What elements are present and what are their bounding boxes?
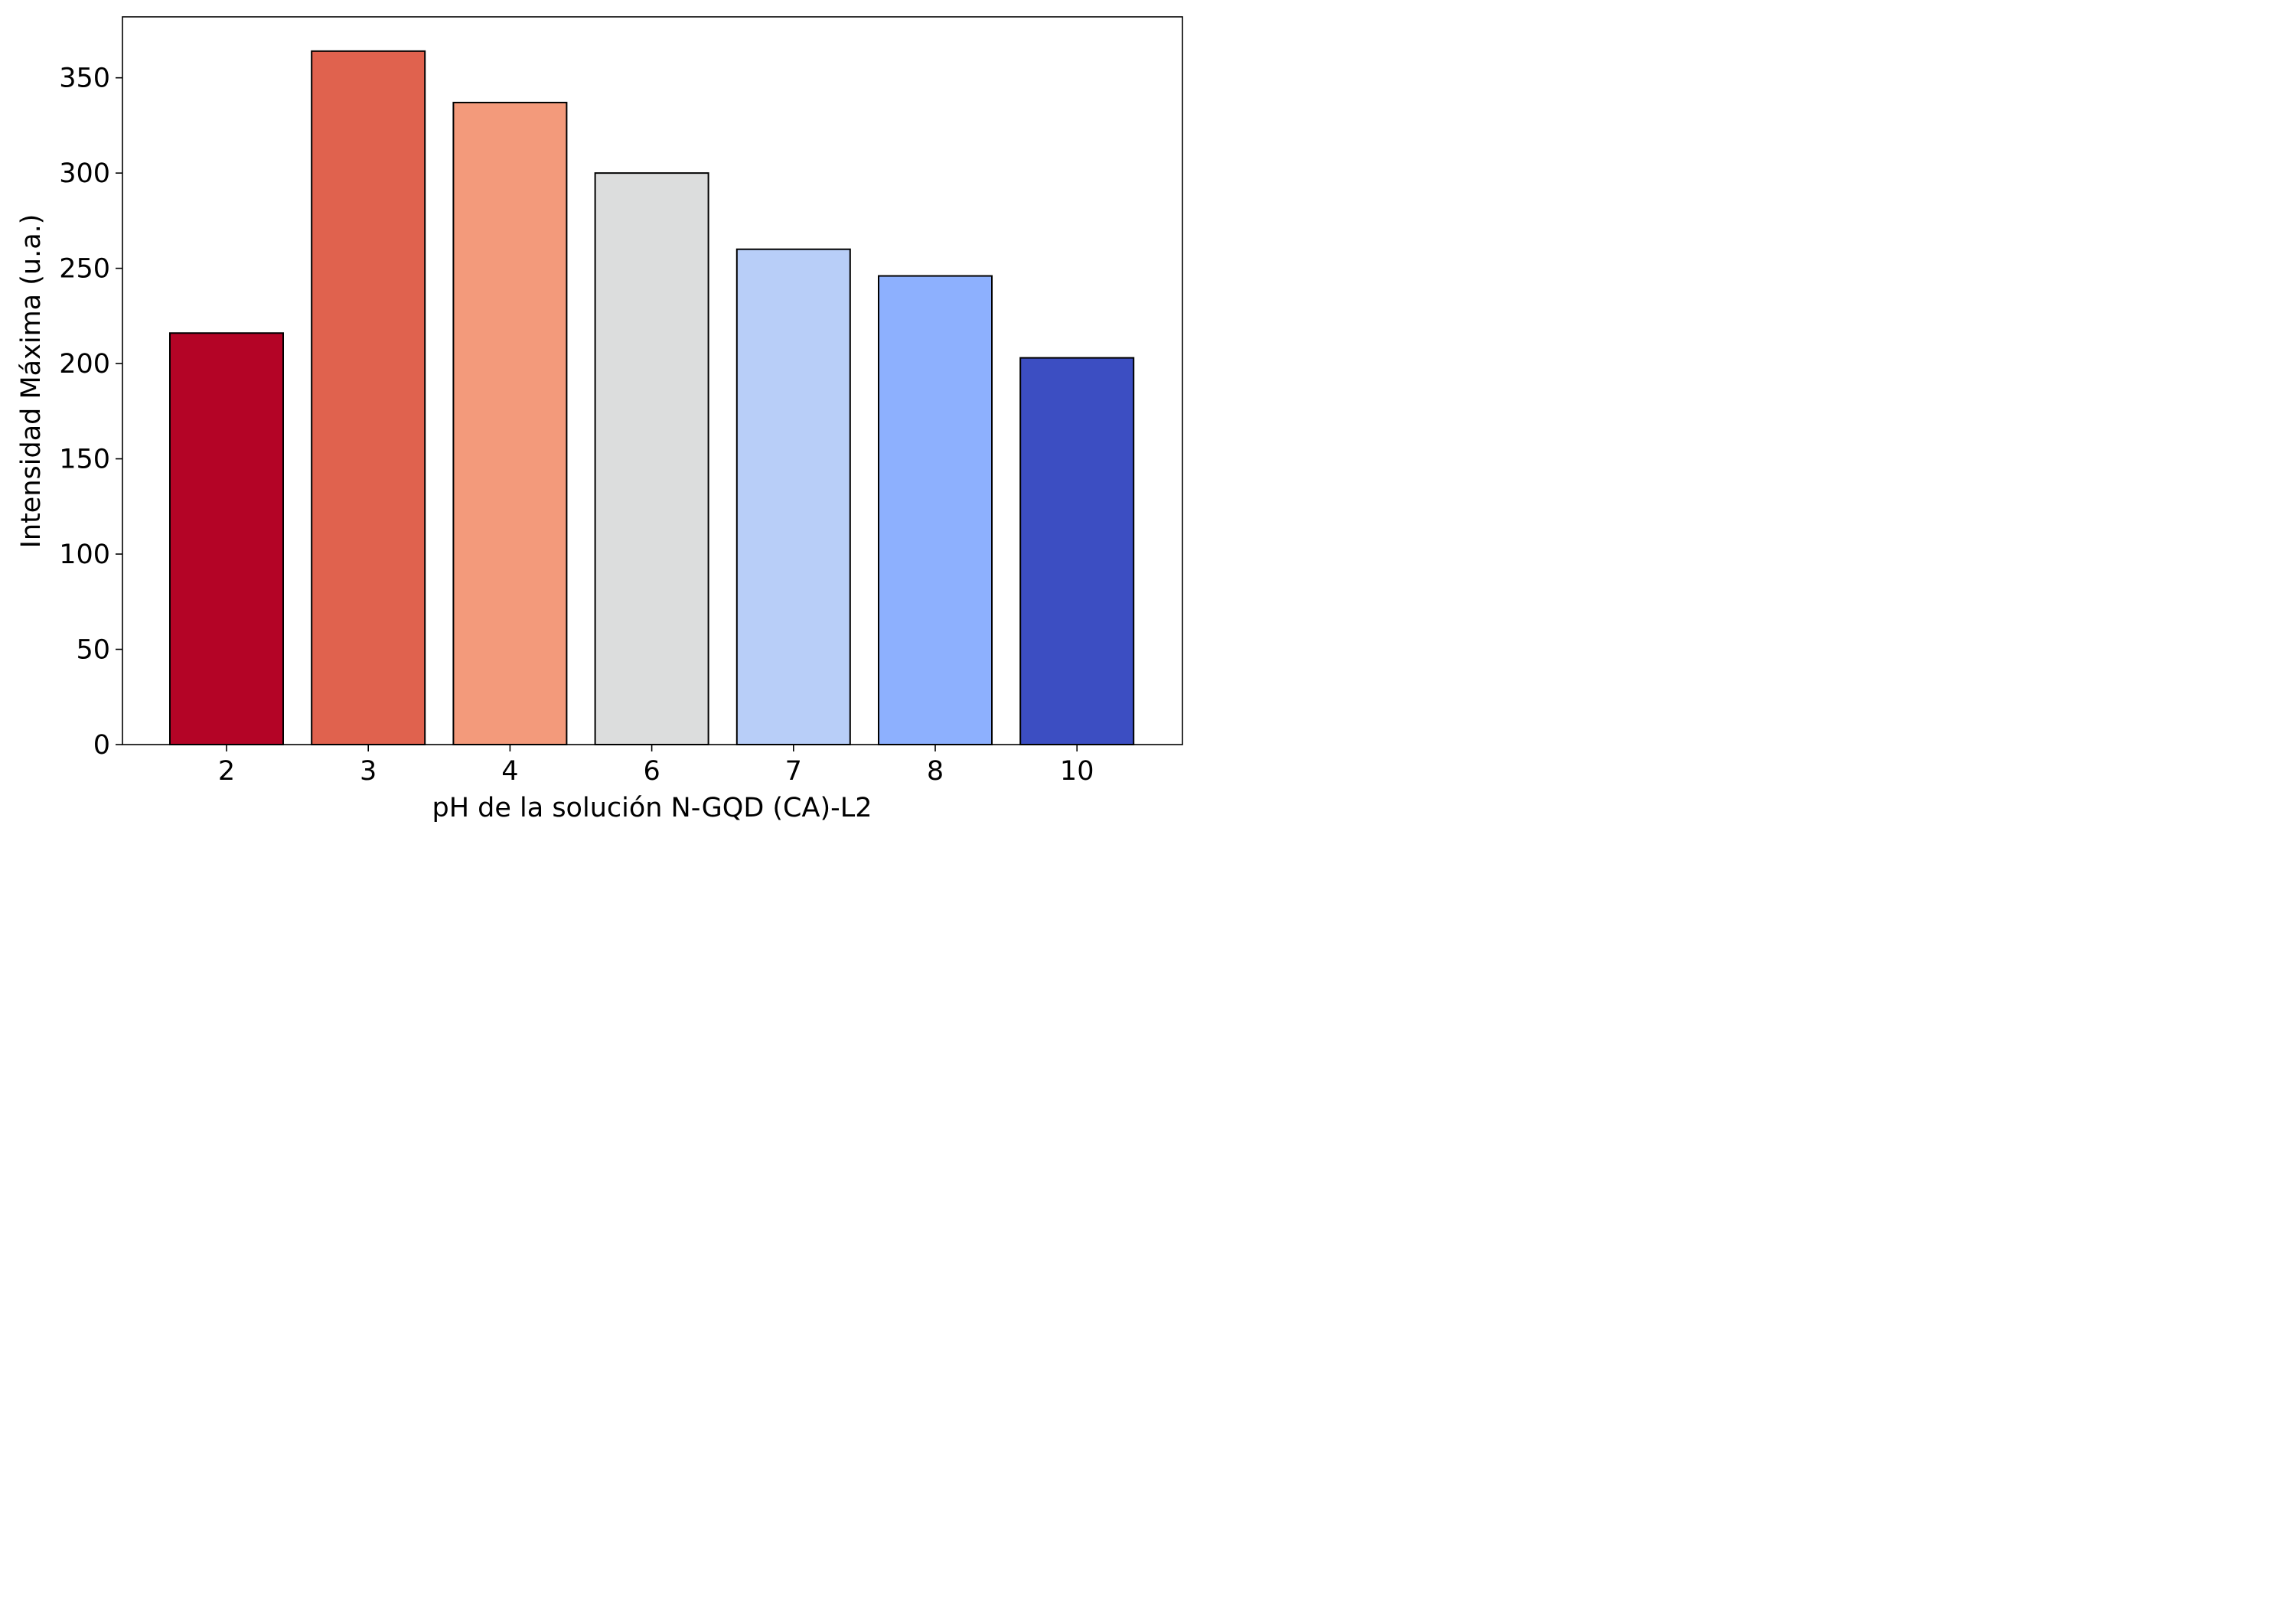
chart-container: 0 50 100 150 200 250 300 350 2 3 4 6 7 8 10 pH de la … — [0, 0, 1194, 843]
x-axis-title: pH de la solución N-GQD (CA)-L2 — [432, 793, 872, 823]
x-tick-label: 10 — [1060, 756, 1094, 787]
y-axis-title: Intensidad Máxima (u.a.) — [16, 214, 47, 549]
x-tick-label: 3 — [360, 756, 377, 787]
bar-ph-7 — [735, 248, 851, 745]
x-tick-label: 8 — [927, 756, 944, 787]
x-tick-label: 2 — [218, 756, 235, 787]
y-axis-ticks: 0 50 100 150 200 250 300 350 — [59, 64, 122, 761]
bar-ph-8 — [878, 275, 993, 745]
y-tick-label: 250 — [59, 254, 110, 285]
bars-layer — [169, 50, 1135, 745]
y-tick-label: 0 — [93, 730, 110, 761]
plot-frame — [122, 16, 1183, 745]
y-tick-label: 350 — [59, 64, 110, 94]
bar-ph-2 — [169, 332, 284, 745]
bar-chart: 0 50 100 150 200 250 300 350 2 3 4 6 7 8 10 pH de la … — [16, 16, 1183, 823]
x-tick-label: 7 — [785, 756, 802, 787]
y-tick-label: 50 — [76, 635, 110, 666]
y-tick-label: 300 — [59, 158, 110, 189]
bar-ph-3 — [311, 50, 426, 745]
bar-ph-10 — [1019, 357, 1135, 745]
bar-ph-6 — [594, 172, 709, 745]
x-tick-label: 6 — [643, 756, 660, 787]
x-axis-ticks: 2 3 4 6 7 8 10 — [218, 745, 1094, 787]
bar-ph-4 — [452, 102, 568, 745]
y-tick-label: 150 — [59, 445, 110, 475]
y-tick-label: 100 — [59, 539, 110, 570]
y-tick-label: 200 — [59, 349, 110, 380]
x-tick-label: 4 — [501, 756, 518, 787]
